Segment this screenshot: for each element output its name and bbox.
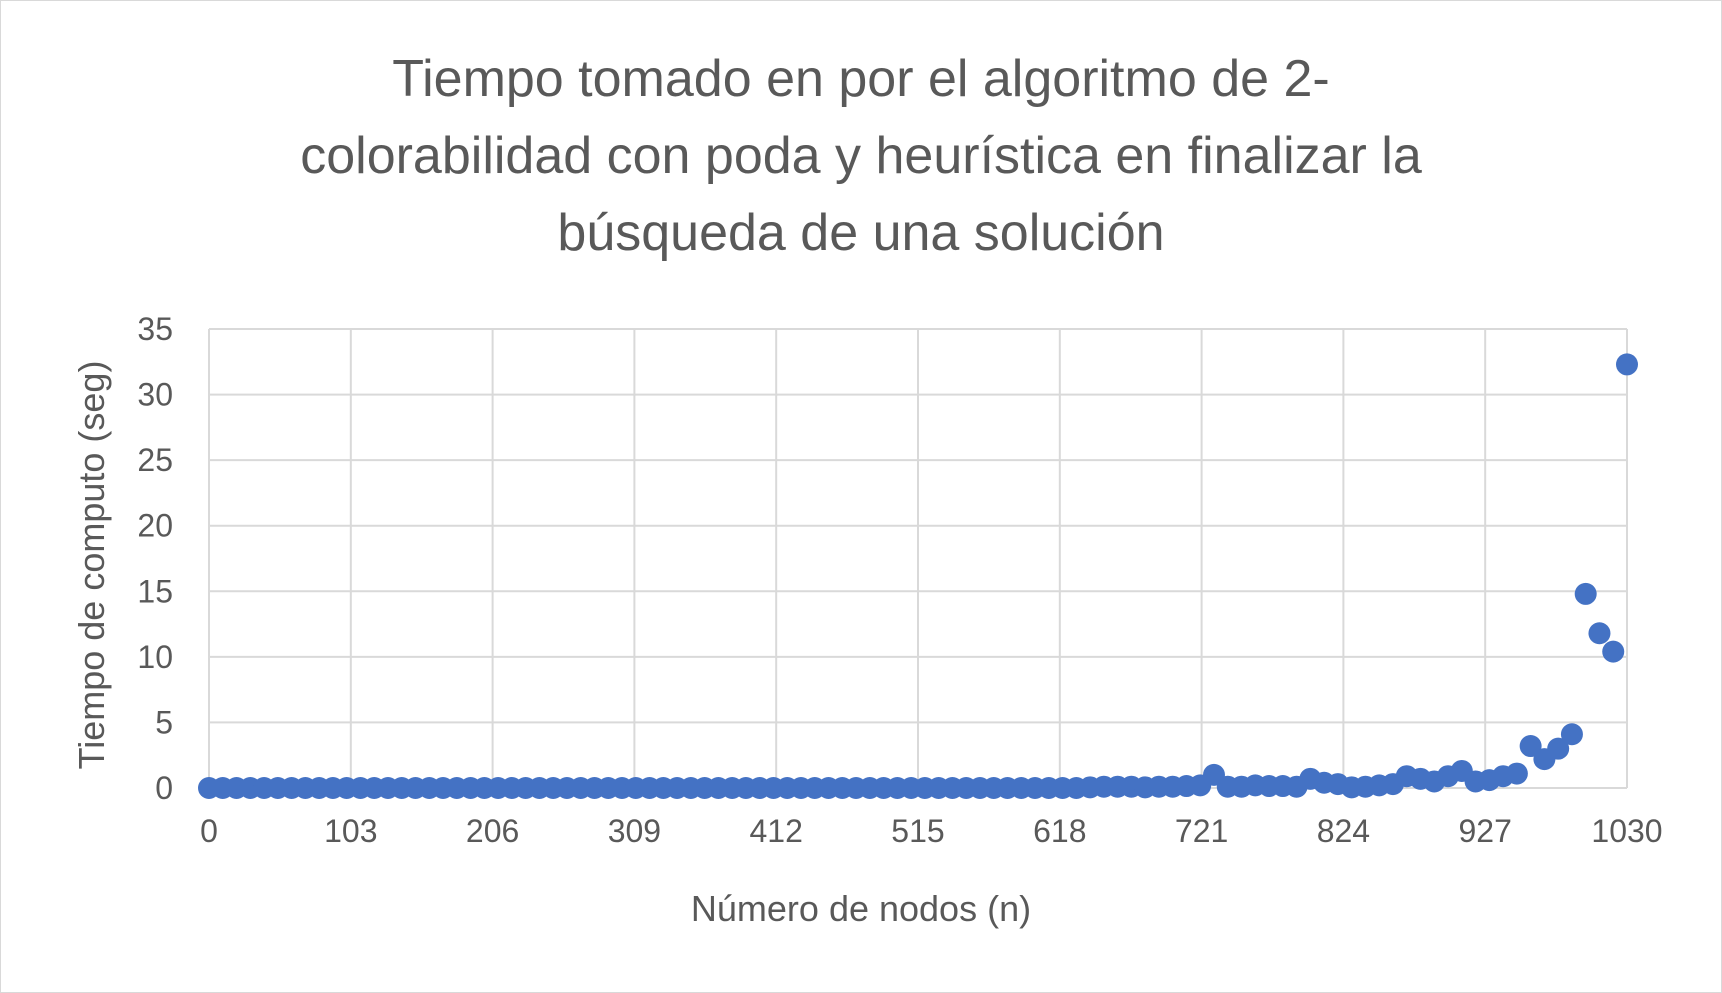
data-point [1560,723,1583,746]
x-tick-label: 206 [466,813,519,849]
data-point [1505,762,1528,785]
data-point [1588,622,1611,645]
x-tick-label: 927 [1459,813,1512,849]
y-tick-label: 0 [155,770,173,806]
data-points [198,353,1638,799]
data-point [1616,353,1638,376]
chart-title-line-1: Tiempo tomado en por el algoritmo de 2- [392,50,1329,108]
data-point [1602,640,1625,663]
y-tick-label: 15 [137,573,173,609]
data-point [1547,737,1570,760]
x-tick-label: 0 [200,813,218,849]
data-point [1519,735,1542,758]
y-tick-labels: 0 5 10 15 20 25 30 35 [137,311,173,806]
x-tick-label: 721 [1175,813,1228,849]
y-axis-title: Tiempo de computo (seg) [71,361,112,770]
chart-title-line-3: búsqueda de una solución [557,204,1164,262]
x-tick-label: 1030 [1591,813,1662,849]
x-tick-labels: 0 103 206 309 412 515 618 721 824 927 1030 [200,813,1662,849]
chart-title-line-2: colorabilidad con poda y heurística en f… [300,127,1422,185]
x-tick-label: 618 [1033,813,1086,849]
gridlines [208,328,1628,788]
y-tick-label: 10 [137,639,173,675]
chart-title: Tiempo tomado en por el algoritmo de 2- … [300,50,1422,262]
data-point [1574,582,1597,605]
y-tick-label: 30 [137,377,173,413]
x-tick-label: 309 [608,813,661,849]
x-axis-title: Número de nodos (n) [691,888,1031,929]
y-tick-label: 5 [155,704,173,740]
y-tick-label: 20 [137,508,173,544]
y-tick-label: 25 [137,442,173,478]
y-tick-label: 35 [137,311,173,347]
x-tick-label: 103 [324,813,377,849]
x-tick-label: 824 [1317,813,1370,849]
x-tick-label: 515 [891,813,944,849]
x-tick-label: 412 [750,813,803,849]
